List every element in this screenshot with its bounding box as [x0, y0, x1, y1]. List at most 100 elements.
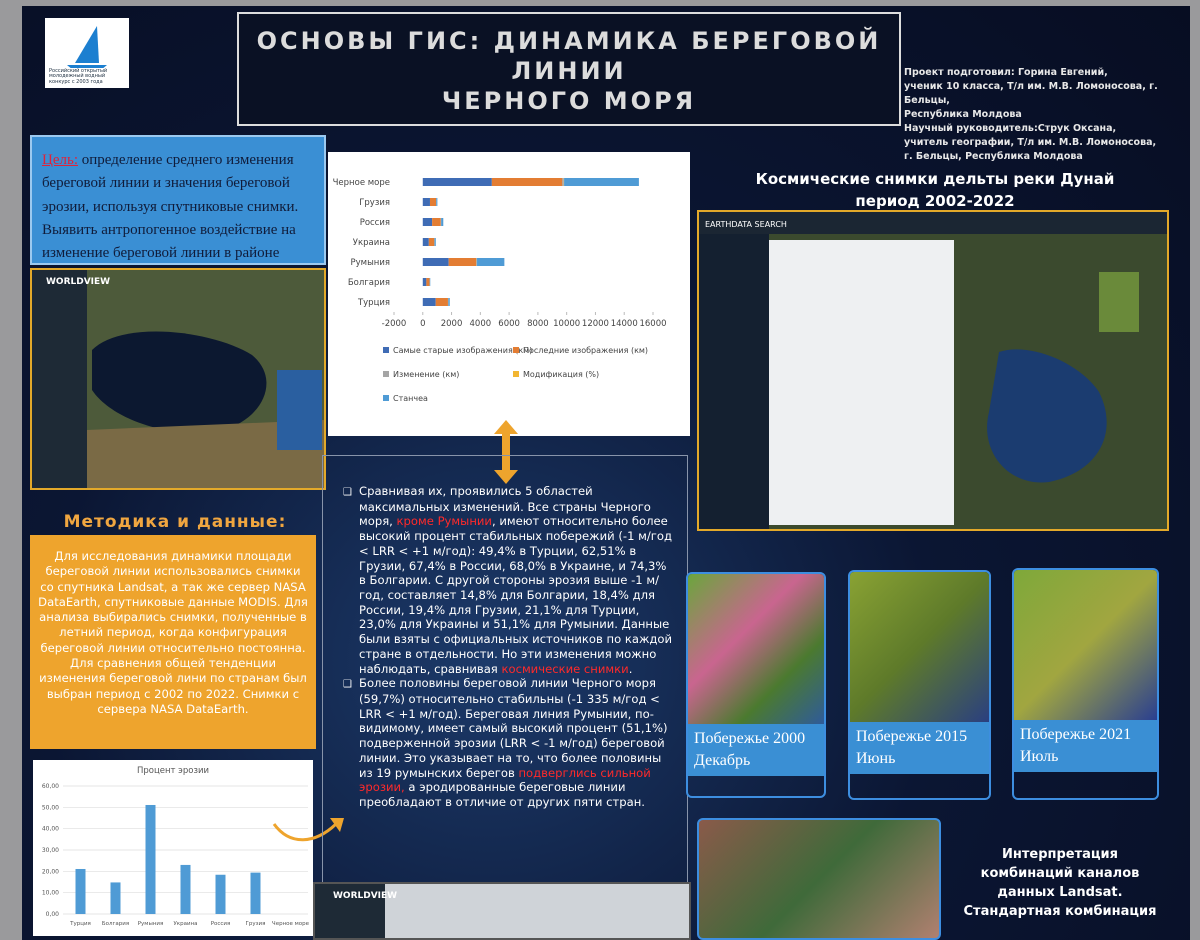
y-tick-label: Украина: [353, 238, 390, 248]
bar-segment: [476, 258, 477, 266]
satellite-heading: Космические снимки дельты реки Дунай пер…: [720, 168, 1150, 212]
legend-label: Изменение (км): [393, 370, 459, 379]
highlight: кроме Румынии: [396, 514, 492, 529]
text-segment: Сравнивая их, проявились 5 областей макс…: [359, 484, 651, 529]
erosion-chart-box: Процент эрозии 0,00 10,00 20,00 30,00 40,00 50…: [33, 760, 313, 936]
y-tick-label: Россия: [360, 218, 390, 228]
bar-chart-box: -2000 0 2000 4000 6000 8000 10000 12000 14000 160…: [328, 152, 690, 436]
chart-title: Процент эрозии: [137, 766, 209, 776]
worldview-screenshot: WORLDVIEW: [30, 268, 326, 490]
bar-segment: [422, 278, 427, 286]
bar-segment: [434, 238, 436, 246]
bar: [215, 874, 226, 914]
x-tick-label: 0: [420, 319, 425, 329]
worldview-label: WORLDVIEW: [46, 277, 110, 287]
y-tick-label: 30,00: [42, 847, 59, 854]
x-tick-label: 6000: [498, 319, 520, 329]
legend-label: Модификация (%): [523, 370, 599, 379]
x-tick-label: Черное море: [272, 921, 310, 927]
worldview-map-2: WORLDVIEW: [315, 884, 689, 938]
arrow: [494, 420, 518, 484]
logo-text: Российский открытый молодежный водный ко…: [49, 67, 108, 85]
bar-segment: [422, 178, 492, 186]
landsat-image: [697, 818, 941, 940]
satellite-heading-line: период 2002-2022: [855, 192, 1015, 210]
bar-segment: [477, 258, 505, 266]
caption: Побережье 2000 Декабрь: [688, 724, 824, 776]
bar: [110, 882, 121, 914]
worldview-screenshot-2: WORLDVIEW: [313, 882, 691, 940]
satellite-heading-line: Космические снимки дельты реки Дунай: [755, 170, 1115, 188]
x-tick-label: 16000: [639, 319, 666, 329]
y-tick-label: 20,00: [42, 868, 59, 875]
bar: [145, 804, 156, 914]
y-tick-label: Черное море: [333, 178, 390, 188]
x-tick-label: Украина: [173, 921, 197, 927]
bar-segment: [435, 298, 448, 306]
x-tick-label: -2000: [382, 319, 407, 329]
x-tick-label: 2000: [441, 319, 463, 329]
photo-2000: Побережье 2000 Декабрь: [686, 572, 826, 798]
caption: Побережье 2021 Июль: [1014, 720, 1157, 772]
y-tick-label: Болгария: [348, 278, 390, 288]
satellite-image: [850, 572, 989, 722]
method-heading: Методика и данные:: [63, 512, 287, 532]
bar-segment: [422, 238, 429, 246]
author-line: г. Бельцы, Республика Молдова: [904, 151, 1083, 162]
bar-segment: [441, 218, 444, 226]
title-line: ОСНОВЫ ГИС: ДИНАМИКА БЕРЕГОВОЙ: [256, 27, 882, 55]
bar-segment: [432, 218, 441, 226]
bar: [180, 864, 191, 914]
highlight: подверглись сильной эрозии,: [359, 765, 651, 795]
x-tick-label: Румыния: [138, 921, 164, 927]
legend-swatch: [383, 371, 389, 377]
satellite-image: [1014, 570, 1157, 720]
y-tick-label: 10,00: [42, 890, 59, 897]
legend-swatch: [383, 347, 389, 353]
authors: Проект подготовил: Горина Евгений, учени…: [904, 66, 1184, 164]
x-tick-label: Турция: [69, 921, 91, 927]
x-tick-label: 8000: [527, 319, 549, 329]
caption: Побережье 2015 Июнь: [850, 722, 989, 774]
earthdata-screenshot: EARTHDATA SEARCH: [697, 210, 1169, 531]
bar-segment: [426, 278, 430, 286]
author-line: Проект подготовил: Горина Евгений,: [904, 67, 1108, 78]
interpretation-text: Интерпретация комбинаций каналов данных …: [963, 847, 1157, 919]
photo-2021: Побережье 2021 Июль: [1012, 568, 1159, 800]
paragraph: Сравнивая их, проявились 5 областей макс…: [343, 484, 675, 676]
text-segment: .: [628, 661, 633, 676]
legend-swatch: [513, 347, 519, 353]
legend-label: Последние изображения (км): [523, 346, 648, 355]
legend-label: Станчеа: [393, 394, 428, 403]
bar-segment: [562, 178, 564, 186]
x-tick-label: Болгария: [102, 921, 129, 927]
curved-arrow: [272, 818, 344, 842]
author-line: ученик 10 класса, Т/л им. М.В. Ломоносов…: [904, 81, 1158, 106]
bar-segment: [491, 178, 563, 186]
bar: [250, 872, 261, 914]
bar-segment: [422, 298, 436, 306]
earthdata-label: EARTHDATA SEARCH: [705, 220, 787, 229]
y-tick-label: 50,00: [42, 804, 59, 811]
bar-segment: [422, 198, 430, 206]
author-line: учитель географии, Т/л им. М.В. Ломоносо…: [904, 137, 1157, 148]
x-tick-label: 12000: [582, 319, 609, 329]
method-box: Для исследования динамики площади берего…: [30, 535, 316, 749]
author-line: Республика Молдова: [904, 109, 1022, 120]
x-tick-label: 10000: [553, 319, 580, 329]
worldview-label: WORLDVIEW: [333, 891, 397, 901]
bar-segment: [422, 218, 433, 226]
bar-segment: [429, 278, 431, 286]
erosion-chart: Процент эрозии 0,00 10,00 20,00 30,00 40,00 50…: [42, 766, 310, 927]
bar-segment: [428, 238, 435, 246]
title-line: ЛИНИИ: [511, 57, 627, 85]
author-line: Научный руководитель:Струк Оксана,: [904, 123, 1117, 134]
legend-swatch: [383, 395, 389, 401]
paragraph: Более половины береговой линии Черного м…: [343, 676, 675, 809]
y-tick-label: 60,00: [42, 783, 59, 790]
bar-segment: [564, 178, 639, 186]
worldview-map: WORLDVIEW: [32, 270, 324, 488]
legend-swatch: [513, 371, 519, 377]
y-tick-label: Турция: [357, 298, 390, 308]
